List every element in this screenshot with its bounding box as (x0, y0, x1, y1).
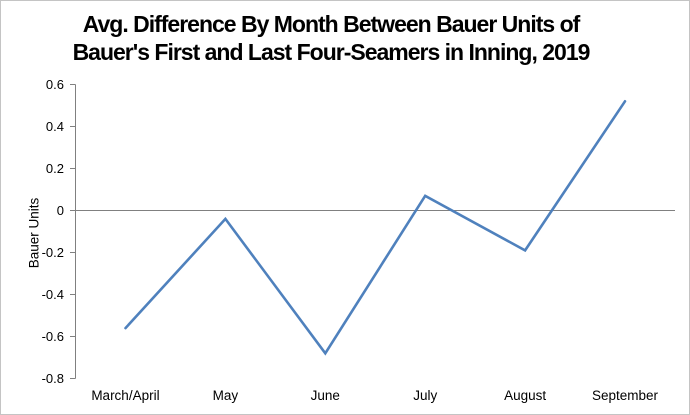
y-tick-label: -0.2 (41, 244, 64, 260)
x-tick-label: March/April (91, 388, 160, 403)
chart-title-line-2: Bauer's First and Last Four-Seamers in I… (72, 39, 591, 65)
x-tick-label: August (504, 388, 547, 403)
x-tick-label: June (310, 388, 340, 403)
x-tick-label: July (413, 388, 438, 403)
y-tick-label: 0 (56, 202, 64, 218)
y-tick-label: -0.8 (41, 370, 64, 386)
y-tick-label: 0.4 (45, 118, 64, 134)
y-tick-label: 0.6 (45, 76, 64, 92)
chart-title-line-1: Avg. Difference By Month Between Bauer U… (82, 11, 581, 37)
y-tick-label: -0.6 (41, 328, 64, 344)
data-line (124, 100, 627, 356)
x-tick-label: May (212, 388, 239, 403)
x-tick-label: September (592, 388, 659, 403)
chart-title: Avg. Difference By Month Between Bauer U… (1, 10, 661, 66)
y-tick-label: -0.4 (41, 286, 64, 302)
y-tick-label: 0.2 (45, 160, 64, 176)
